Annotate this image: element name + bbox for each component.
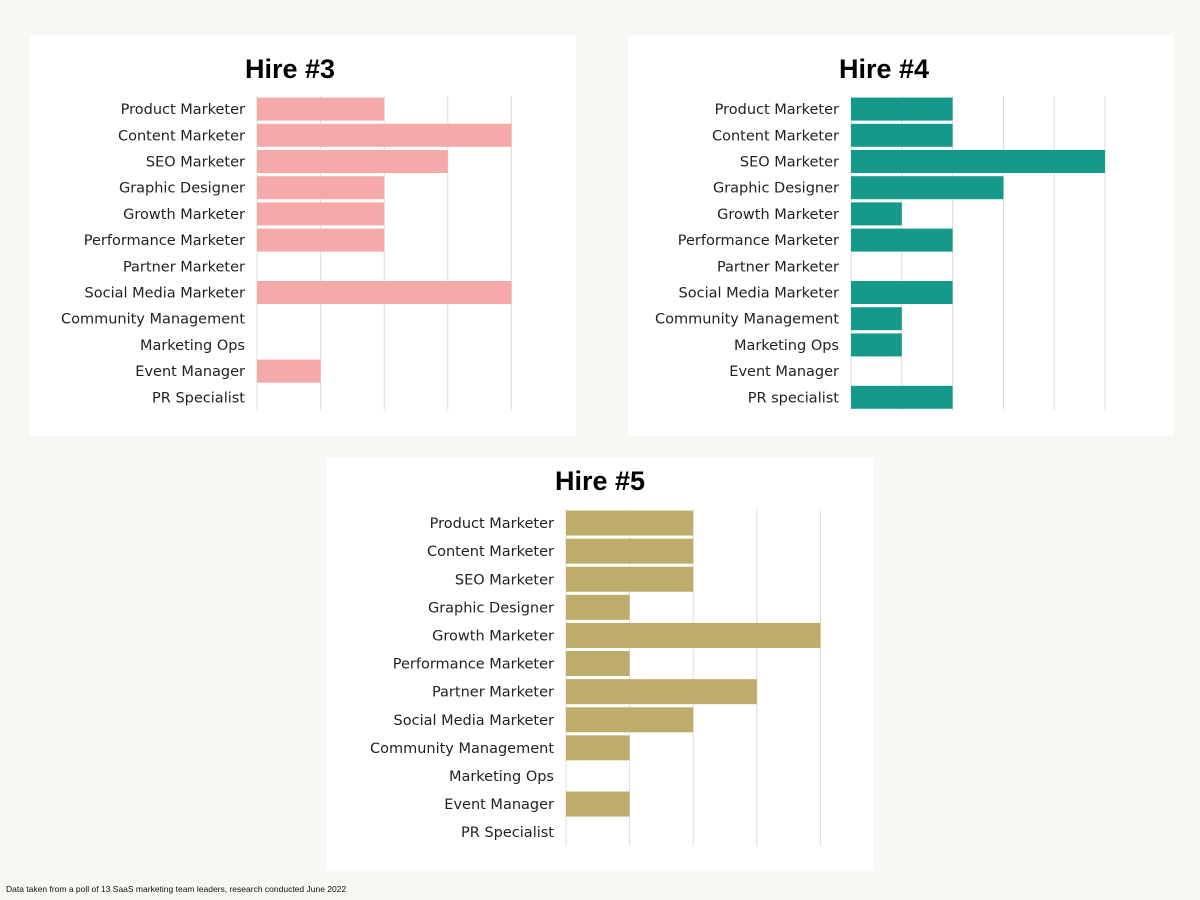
bar-graphic-designer [851,176,1004,200]
category-label-social-media-marketer: Social Media Marketer [85,286,246,302]
category-label-community-management: Community Management [61,312,245,328]
category-label-marketing-ops: Marketing Ops [140,338,245,354]
chart-hire-5: Hire #5 Product Marketer Content Marketer S… [370,466,821,847]
category-label-pr-specialist: PR specialist [748,390,840,406]
bar-event-manager [566,791,630,817]
bar-graphic-designer [257,176,385,200]
category-label-social-media-marketer: Social Media Marketer [679,286,840,302]
category-label-pr-specialist: PR Specialist [152,390,245,406]
bar-growth-marketer [257,202,385,226]
bar-social-media-marketer [566,707,694,733]
bar-event-manager [257,359,321,383]
chart-panel-hire-3: Hire #3 Product Marketer Content Marketer S… [30,35,576,436]
bar-content-marketer [257,123,512,147]
chart-panel-hire-5: Hire #5 Product Marketer Content Marketer S… [327,457,873,870]
category-label-marketing-ops: Marketing Ops [734,338,839,354]
bar-product-marketer [257,97,385,121]
category-label-seo-marketer: SEO Marketer [740,155,839,171]
bar-community-management [566,735,630,761]
category-label-community-management: Community Management [655,312,839,328]
category-label-growth-marketer: Growth Marketer [717,207,839,223]
category-label-marketing-ops: Marketing Ops [449,769,554,785]
bar-social-media-marketer [851,281,953,304]
category-label-content-marketer: Content Marketer [427,544,554,560]
bar-seo-marketer [257,150,448,173]
bar-product-marketer [566,510,694,536]
chart-title: Hire #4 [839,54,929,84]
category-label-growth-marketer: Growth Marketer [432,628,554,644]
bar-seo-marketer [851,150,1105,173]
chart-hire-4: Hire #4 Product Marketer Content Marketer S… [655,54,1106,411]
chart-title: Hire #5 [555,466,645,496]
bar-partner-marketer [566,679,757,705]
bar-performance-marketer [566,651,630,677]
category-label-event-manager: Event Manager [729,364,839,380]
category-label-performance-marketer: Performance Marketer [84,233,245,249]
category-label-event-manager: Event Manager [444,797,554,813]
category-label-seo-marketer: SEO Marketer [146,155,245,171]
bar-content-marketer [566,538,694,564]
bar-pr-specialist [851,385,953,409]
bar-marketing-ops [851,333,902,357]
category-label-pr-specialist: PR Specialist [461,825,554,841]
category-label-graphic-designer: Graphic Designer [119,181,245,197]
bar-social-media-marketer [257,281,512,304]
chart-panel-hire-4: Hire #4 Product Marketer Content Marketer S… [628,35,1174,436]
category-label-event-manager: Event Manager [135,364,245,380]
source-footnote: Data taken from a poll of 13 SaaS market… [6,884,347,894]
bar-performance-marketer [851,228,953,252]
category-label-partner-marketer: Partner Marketer [123,259,245,275]
category-label-performance-marketer: Performance Marketer [393,657,554,673]
category-label-graphic-designer: Graphic Designer [713,181,839,197]
chart-title: Hire #3 [245,54,335,84]
bar-seo-marketer [566,566,694,592]
bar-community-management [851,307,902,331]
category-label-content-marketer: Content Marketer [712,128,839,144]
category-label-partner-marketer: Partner Marketer [432,685,554,701]
category-label-product-marketer: Product Marketer [121,102,245,118]
category-label-content-marketer: Content Marketer [118,128,245,144]
category-label-product-marketer: Product Marketer [715,102,839,118]
bar-growth-marketer [566,622,821,648]
bar-content-marketer [851,123,953,147]
bar-graphic-designer [566,594,630,620]
category-label-partner-marketer: Partner Marketer [717,259,839,275]
category-label-social-media-marketer: Social Media Marketer [394,713,555,729]
category-label-growth-marketer: Growth Marketer [123,207,245,223]
category-label-performance-marketer: Performance Marketer [678,233,839,249]
category-label-community-management: Community Management [370,741,554,757]
category-label-graphic-designer: Graphic Designer [428,600,554,616]
category-label-product-marketer: Product Marketer [430,516,554,532]
chart-hire-3: Hire #3 Product Marketer Content Marketer S… [61,54,512,411]
bar-product-marketer [851,97,953,121]
bar-performance-marketer [257,228,385,252]
category-label-seo-marketer: SEO Marketer [455,572,554,588]
bar-growth-marketer [851,202,902,226]
